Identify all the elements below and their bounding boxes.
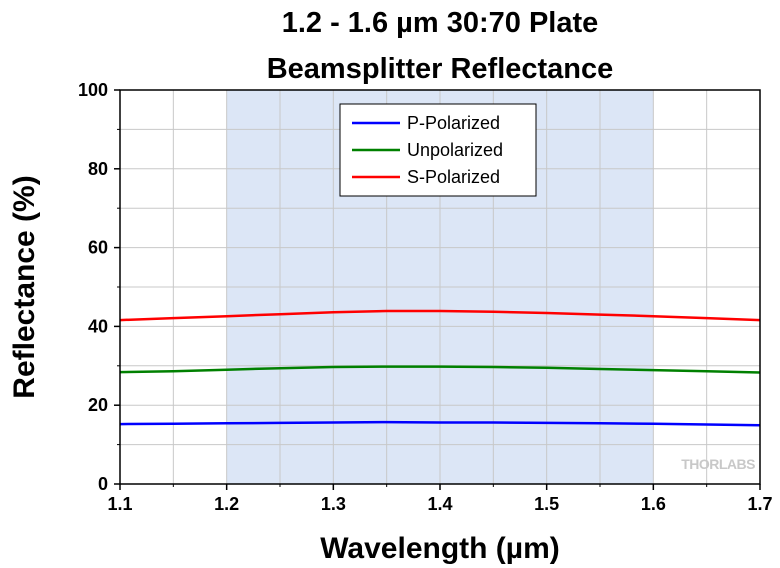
series-line-unpolarized: [119, 365, 761, 374]
y-tick-label: 40: [88, 316, 108, 336]
chart-title-line-2: Beamsplitter Reflectance: [267, 53, 614, 85]
y-tick-label: 80: [88, 159, 108, 179]
legend-label-unpolarized: Unpolarized: [407, 140, 503, 160]
y-tick-label: 100: [78, 80, 108, 100]
x-tick-label: 1.7: [747, 494, 772, 514]
y-tick-label: 20: [88, 395, 108, 415]
grid: [120, 90, 760, 484]
legend-label-s-polarized: S-Polarized: [407, 167, 500, 187]
legend-label-p-polarized: P-Polarized: [407, 113, 500, 133]
y-tick-label: 0: [98, 474, 108, 494]
x-axis-title: Wavelength (µm): [320, 532, 560, 565]
y-tick-label: 60: [88, 238, 108, 258]
series-line-p-polarized: [119, 420, 761, 427]
series-line-s-polarized: [119, 309, 761, 322]
x-tick-label: 1.4: [427, 494, 452, 514]
y-axis-title: Reflectance (%): [8, 175, 41, 398]
chart-title-line-1: 1.2 - 1.6 µm 30:70 Plate: [282, 7, 599, 39]
x-tick-label: 1.2: [214, 494, 239, 514]
x-tick-label: 1.6: [641, 494, 666, 514]
thorlabs-watermark: THORLABS: [681, 456, 755, 472]
x-tick-label: 1.3: [321, 494, 346, 514]
x-tick-label: 1.5: [534, 494, 559, 514]
legend: P-Polarized Unpolarized S-Polarized: [339, 103, 537, 197]
series-group: [119, 309, 761, 427]
x-tick-label: 1.1: [107, 494, 132, 514]
axis-ticks: 1.1 1.2 1.3 1.4 1.5 1.6 1.7 0 20 40 60 80 100: [78, 80, 773, 514]
